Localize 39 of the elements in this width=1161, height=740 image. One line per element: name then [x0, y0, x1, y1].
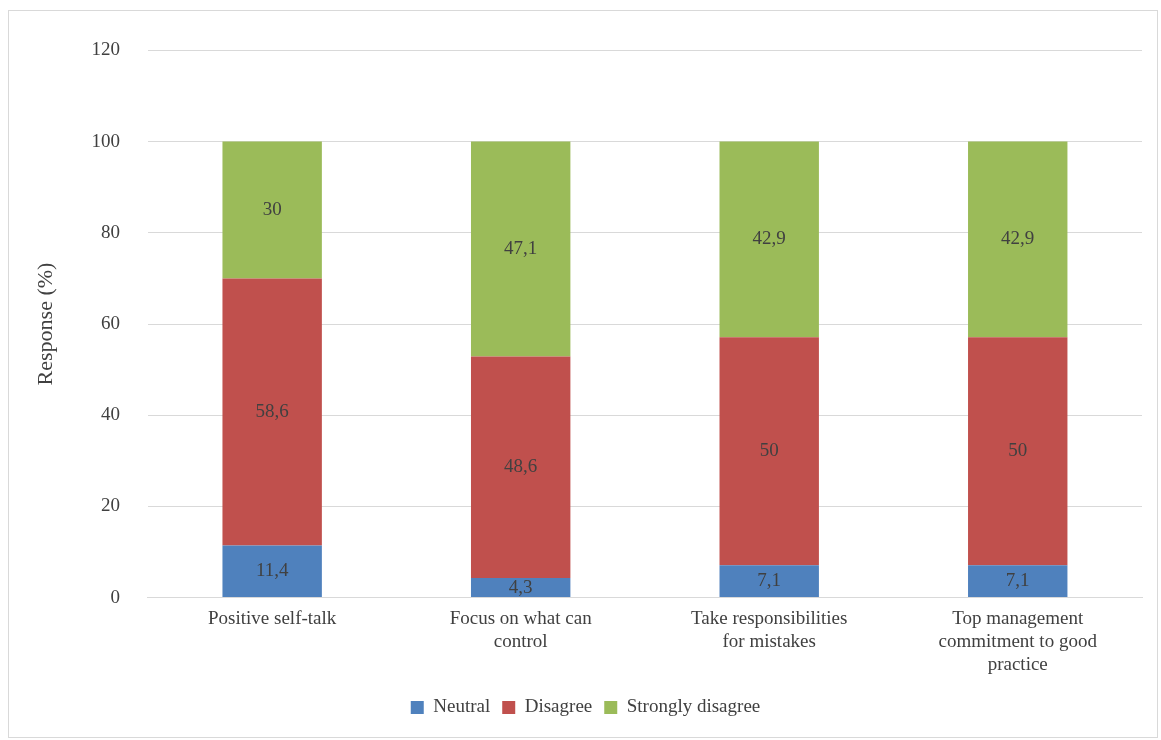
data-label: 42,9 — [1001, 227, 1035, 249]
bar — [719, 337, 819, 566]
data-label: 4,3 — [508, 575, 533, 597]
legend-label: Disagree — [524, 695, 593, 717]
bar — [968, 141, 1068, 338]
data-label: 50 — [1008, 439, 1028, 461]
data-label: 58,6 — [255, 399, 289, 421]
bar — [968, 565, 1068, 598]
y-tick-label: 100 — [91, 129, 120, 151]
x-tick-label: Top management commitment to good practice — [938, 606, 1098, 674]
data-label: 47,1 — [504, 236, 538, 258]
data-label: 48,6 — [504, 455, 538, 477]
x-tick-label: Take responsibilities for mistakes — [690, 606, 848, 651]
legend-label: Strongly disagree — [626, 695, 761, 717]
data-label: 7,1 — [757, 569, 782, 591]
bar — [222, 278, 322, 546]
data-label: 50 — [759, 439, 779, 461]
bar — [222, 141, 322, 279]
bar — [470, 356, 571, 578]
data-label: 11,4 — [255, 559, 289, 581]
y-tick-label: 120 — [91, 38, 120, 60]
y-axis-title: Response (%) — [31, 262, 57, 386]
data-label: 7,1 — [1005, 569, 1030, 591]
y-tick-label: 80 — [100, 220, 120, 242]
x-tick-label: Positive self-talk — [208, 606, 337, 628]
y-tick-label: 20 — [100, 494, 120, 516]
y-tick-label: 40 — [100, 403, 120, 425]
data-label: 42,9 — [752, 227, 786, 249]
bar — [719, 565, 819, 598]
bar — [470, 577, 571, 598]
bar — [719, 141, 819, 338]
y-tick-label: 60 — [100, 311, 120, 333]
y-tick-label: 0 — [110, 585, 120, 607]
bar — [222, 545, 322, 598]
bar — [968, 337, 1068, 566]
legend-label: Neutral — [433, 695, 491, 717]
bar — [470, 141, 571, 357]
x-tick-label: Focus on what can control — [449, 606, 593, 651]
data-label: 30 — [262, 197, 282, 219]
